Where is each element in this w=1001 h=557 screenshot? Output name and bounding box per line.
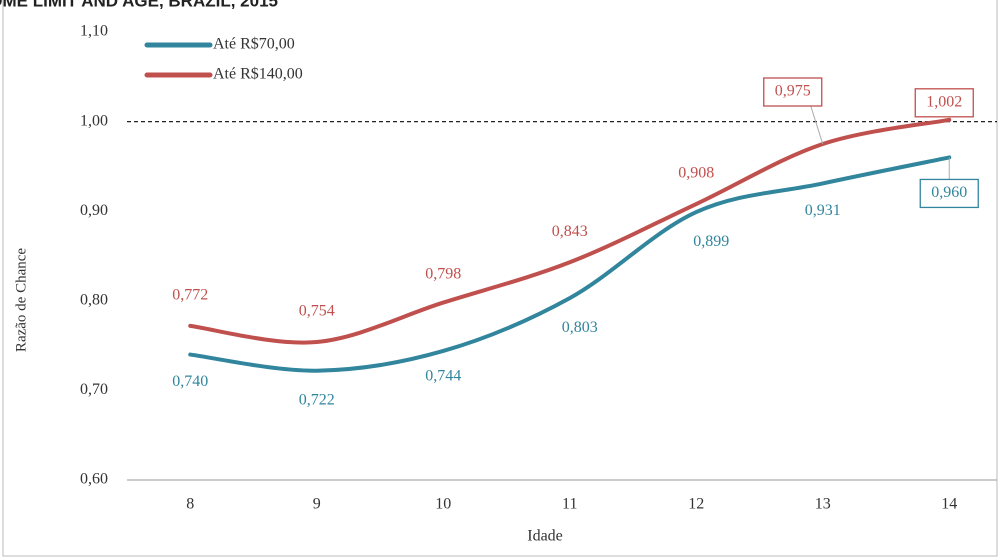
x-tick-label: 10 bbox=[435, 496, 451, 513]
data-label: 0,843 bbox=[552, 223, 588, 240]
x-tick-label: 11 bbox=[562, 496, 577, 513]
chart-title: INCOME LIMIT AND AGE, BRAZIL, 2015 bbox=[0, 0, 278, 10]
x-axis-title: Idade bbox=[527, 528, 563, 545]
data-label: 0,960 bbox=[931, 184, 967, 201]
line-series bbox=[188, 155, 952, 373]
label-box bbox=[914, 88, 974, 118]
data-label: 0,908 bbox=[678, 165, 714, 182]
y-tick-label: 1,00 bbox=[80, 112, 108, 129]
x-tick-label: 14 bbox=[941, 496, 957, 513]
y-tick-label: 0,70 bbox=[80, 381, 108, 398]
x-tick-label: 12 bbox=[688, 496, 704, 513]
x-tick-label: 8 bbox=[186, 496, 194, 513]
y-axis-title: Razão de Chance bbox=[13, 248, 29, 352]
label-box bbox=[919, 178, 979, 209]
data-label: 0,931 bbox=[805, 202, 841, 219]
data-label: 0,803 bbox=[562, 319, 598, 336]
data-label: 0,798 bbox=[425, 265, 461, 282]
data-label: 0,754 bbox=[299, 303, 335, 320]
label-box bbox=[763, 77, 823, 107]
x-tick-label: 9 bbox=[313, 496, 321, 513]
y-tick-label: 0,80 bbox=[80, 291, 108, 308]
data-label: 0,899 bbox=[693, 233, 729, 250]
data-label: 0,772 bbox=[172, 287, 208, 304]
legend-label: Até R$70,00 bbox=[213, 36, 295, 53]
y-tick-label: 0,90 bbox=[80, 202, 108, 219]
y-tick-label: 0,60 bbox=[80, 471, 108, 488]
data-label: 0,975 bbox=[775, 83, 811, 100]
data-label: 0,744 bbox=[425, 368, 461, 385]
leader-line bbox=[810, 105, 824, 145]
data-label: 1,002 bbox=[926, 93, 962, 110]
data-label: 0,722 bbox=[299, 391, 335, 408]
x-tick-label: 13 bbox=[815, 496, 831, 513]
legend-label: Até R$140,00 bbox=[213, 66, 303, 83]
y-tick-label: 1,10 bbox=[80, 23, 108, 40]
data-label: 0,740 bbox=[172, 373, 208, 390]
